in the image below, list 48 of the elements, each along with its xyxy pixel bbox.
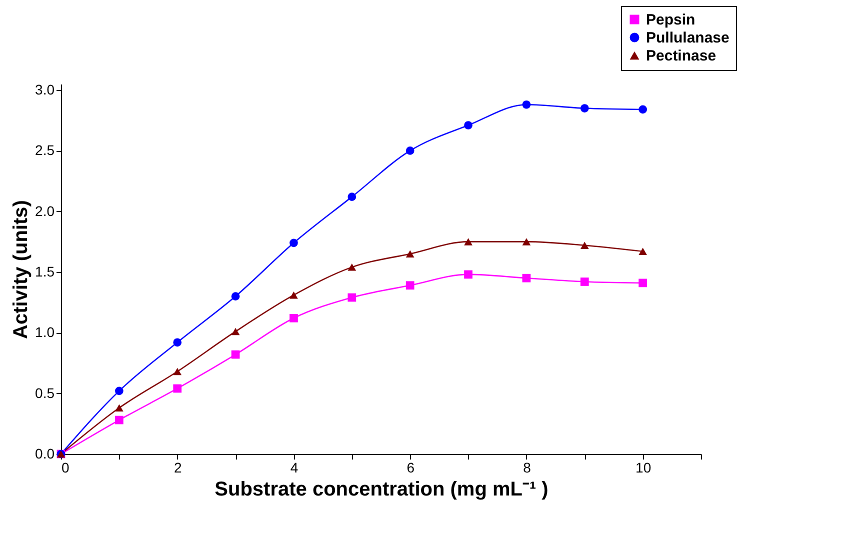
legend-label: Pectinase xyxy=(646,48,716,64)
x-tick-label: 10 xyxy=(636,460,652,476)
point xyxy=(464,270,472,279)
point xyxy=(173,384,182,393)
x-tick-label: 0 xyxy=(62,460,70,476)
point xyxy=(348,264,356,271)
y-tick-label: 1.0 xyxy=(35,324,55,340)
point xyxy=(580,278,589,286)
point xyxy=(638,278,647,288)
point xyxy=(638,105,647,114)
x-tick-label: 8 xyxy=(523,460,532,476)
legend-label: Pullulanase xyxy=(646,30,730,46)
y-tick-label: 2.0 xyxy=(35,202,55,219)
point xyxy=(580,104,589,112)
point xyxy=(464,238,472,246)
point xyxy=(406,250,414,258)
point xyxy=(115,386,124,396)
point xyxy=(348,293,356,302)
y-tick-label: 1.5 xyxy=(35,264,55,280)
point xyxy=(173,368,182,376)
y-tick-label: 0.0 xyxy=(35,446,55,462)
point xyxy=(115,404,124,412)
point xyxy=(580,242,589,249)
point xyxy=(290,314,298,322)
x-axis-title: Substrate concentration (mg mL⁻¹ ) xyxy=(214,478,548,500)
point xyxy=(348,192,356,201)
point xyxy=(522,238,531,246)
point xyxy=(522,274,531,282)
x-tick-label: 6 xyxy=(406,460,415,476)
point xyxy=(115,416,124,424)
point xyxy=(406,146,414,155)
point xyxy=(638,248,647,256)
point xyxy=(231,350,240,359)
y-tick-label: 0.5 xyxy=(35,384,55,401)
x-tick-label: 4 xyxy=(290,460,298,476)
point xyxy=(464,121,472,130)
x-tick-label: 2 xyxy=(174,460,182,476)
point xyxy=(173,338,182,347)
point xyxy=(290,238,298,248)
legend-label: Pepsin xyxy=(646,12,696,28)
point xyxy=(406,281,414,290)
y-tick-label: 3.0 xyxy=(35,82,55,98)
point xyxy=(290,291,298,299)
point xyxy=(522,100,531,109)
point xyxy=(231,292,240,300)
y-axis-title: Activity (units) xyxy=(10,200,32,339)
point xyxy=(231,328,240,336)
y-tick-label: 2.5 xyxy=(35,142,55,158)
